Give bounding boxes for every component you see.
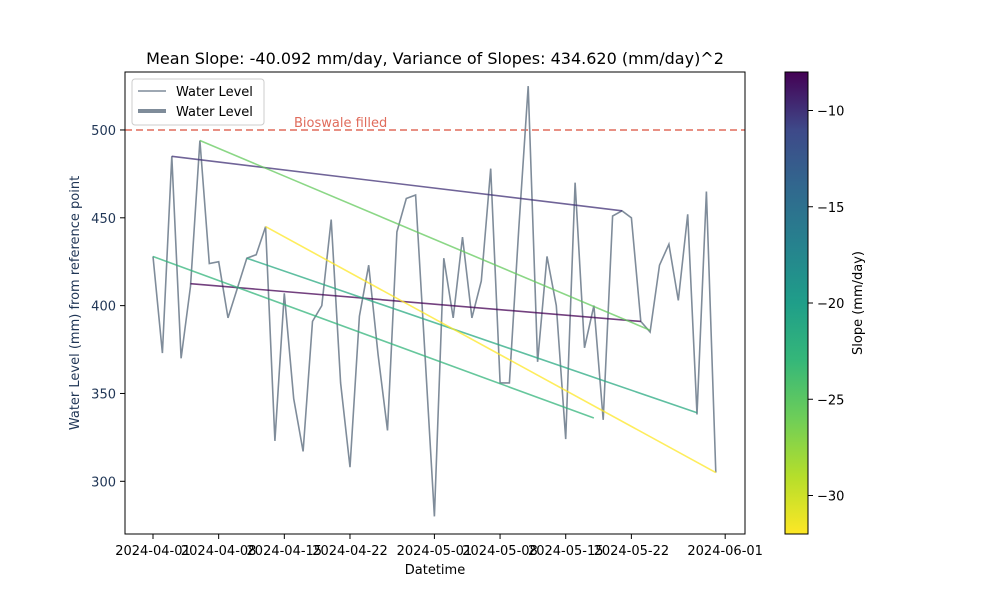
threshold-label: Bioswale filled bbox=[294, 116, 387, 131]
slope-fit-segment bbox=[246, 257, 698, 414]
y-tick-label: 350 bbox=[91, 387, 116, 402]
slope-fit-segment bbox=[190, 282, 641, 323]
legend-entry-water-level-2: Water Level bbox=[176, 105, 253, 120]
legend-entry-water-level: Water Level bbox=[176, 85, 253, 100]
x-tick-label: 2024-05-22 bbox=[594, 544, 670, 559]
y-tick-label: 450 bbox=[91, 212, 116, 227]
x-tick-label: 2024-05-01 bbox=[397, 544, 473, 559]
x-tick-label: 2024-05-08 bbox=[462, 544, 538, 559]
plot-frame bbox=[124, 71, 746, 535]
y-tick-label: 300 bbox=[91, 475, 116, 490]
colorbar-tick-label: −20 bbox=[817, 297, 844, 312]
y-tick-label: 400 bbox=[91, 300, 116, 315]
water-level-series-line bbox=[152, 86, 717, 517]
slope-fit-segment bbox=[199, 139, 651, 331]
colorbar-label: Slope (mm/day) bbox=[851, 251, 866, 355]
slope-fit-segment bbox=[265, 225, 717, 474]
chart-title: Mean Slope: -40.092 mm/day, Variance of … bbox=[146, 49, 724, 68]
x-tick-label: 2024-05-15 bbox=[528, 544, 604, 559]
slope-fit-segment bbox=[171, 155, 623, 212]
x-tick-label: 2024-04-01 bbox=[115, 544, 191, 559]
x-tick-label: 2024-04-22 bbox=[312, 544, 388, 559]
x-axis-label: Datetime bbox=[405, 563, 465, 578]
colorbar-tick-label: −30 bbox=[817, 490, 844, 505]
legend: Water Level Water Level bbox=[131, 78, 265, 126]
colorbar-tick-label: −15 bbox=[817, 201, 844, 216]
colorbar: −10 −15 −20 −25 −30 Slope (mm/day) bbox=[784, 71, 866, 535]
x-tick-label: 2024-04-15 bbox=[247, 544, 323, 559]
slope-fit-segment bbox=[152, 255, 595, 419]
colorbar-tick-label: −10 bbox=[817, 105, 844, 120]
x-tick-label: 2024-04-08 bbox=[181, 544, 257, 559]
y-axis-label: Water Level (mm) from reference point bbox=[68, 176, 83, 430]
y-tick-label: 500 bbox=[91, 124, 116, 139]
x-tick-label: 2024-06-01 bbox=[687, 544, 763, 559]
colorbar-tick-label: −25 bbox=[817, 393, 844, 408]
colorbar-gradient bbox=[784, 71, 809, 535]
